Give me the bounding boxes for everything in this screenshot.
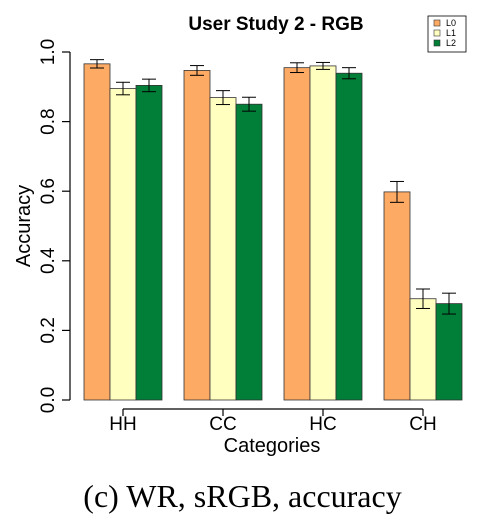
bar-chart: User Study 2 - RGB 0.0 0.2 0.4 0.6 0.8 1.0 HH… bbox=[13, 14, 467, 457]
y-axis: 0.0 0.2 0.4 0.6 0.8 1.0 bbox=[38, 39, 71, 413]
y-tick-label: 0.6 bbox=[38, 178, 59, 204]
x-tick-label-HC: HC bbox=[309, 414, 336, 435]
y-tick-label: 1.0 bbox=[38, 39, 59, 65]
legend-label-L2: L2 bbox=[446, 38, 456, 48]
bar-L0-HC bbox=[283, 67, 311, 401]
bar-L1-HC bbox=[309, 65, 337, 401]
y-tick-label: 0.0 bbox=[38, 387, 59, 413]
x-tick-label-CH: CH bbox=[409, 414, 436, 435]
bar-L2-CC bbox=[235, 103, 263, 401]
x-axis-label: Categories bbox=[224, 435, 321, 457]
bar-L0-CC bbox=[183, 70, 211, 401]
legend-swatch-L0 bbox=[433, 19, 441, 27]
chart-title: User Study 2 - RGB bbox=[188, 14, 363, 35]
bar-L1-HH bbox=[109, 88, 137, 401]
legend-label-L0: L0 bbox=[446, 18, 456, 28]
bar-L2-CH bbox=[435, 303, 463, 401]
bar-L1-CH bbox=[409, 298, 437, 401]
y-tick-label: 0.8 bbox=[38, 108, 59, 134]
bar-L0-HH bbox=[83, 63, 111, 401]
bar-L1-CC bbox=[209, 97, 237, 401]
figure-caption: (c) WR, sRGB, accuracy bbox=[83, 478, 402, 514]
bar-L2-HH bbox=[135, 85, 163, 401]
legend-swatch-L2 bbox=[433, 39, 441, 47]
bar-L2-HC bbox=[335, 72, 363, 401]
x-tick-label-CC: CC bbox=[209, 414, 236, 435]
bars-group bbox=[83, 59, 463, 401]
y-tick-label: 0.4 bbox=[38, 247, 59, 274]
bar-L0-CH bbox=[383, 191, 411, 401]
x-tick-label-HH: HH bbox=[109, 414, 136, 435]
legend-label-L1: L1 bbox=[446, 28, 456, 38]
y-axis-label: Accuracy bbox=[13, 185, 35, 267]
legend-swatch-L1 bbox=[433, 29, 441, 37]
x-axis: HH CC HC CH bbox=[109, 408, 437, 435]
y-tick-label: 0.2 bbox=[38, 317, 59, 343]
